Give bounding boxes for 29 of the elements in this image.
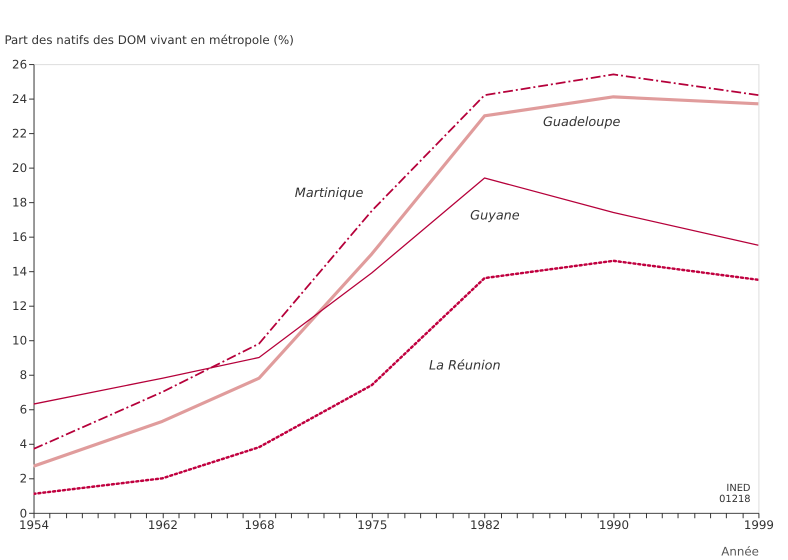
y-axis-title: Part des natifs des DOM vivant en métropole (%) (4, 32, 294, 47)
series-label: Guadeloupe (542, 114, 621, 130)
x-tick-label: 1968 (244, 518, 275, 532)
y-tick-label: 18 (12, 196, 28, 210)
y-tick-label: 6 (20, 402, 28, 417)
y-tick-label: 10 (12, 334, 28, 348)
y-tick-label: 22 (12, 126, 28, 141)
x-tick-label: 1982 (470, 518, 500, 532)
series-label: La Réunion (429, 358, 501, 374)
series-label: Martinique (294, 186, 364, 202)
x-axis-title: Année (721, 544, 759, 559)
y-tick-label: 20 (12, 161, 28, 176)
y-tick-label: 16 (12, 230, 28, 244)
series-label: Guyane (470, 208, 520, 224)
x-tick-label: 1999 (744, 518, 774, 532)
y-tick-label: 12 (12, 299, 28, 314)
annotation: INED 01218 (719, 483, 751, 505)
y-tick-label: 8 (20, 368, 28, 382)
y-tick-label: 0 (20, 506, 28, 520)
y-tick-label: 4 (20, 437, 28, 452)
y-tick-label: 26 (12, 58, 28, 72)
y-tick-label: 14 (12, 264, 28, 279)
y-tick-label: 2 (20, 472, 28, 486)
x-tick-label: 1962 (148, 518, 178, 532)
line-series (34, 260, 758, 496)
x-tick-label: 1990 (598, 518, 629, 532)
y-tick-label: 24 (12, 92, 28, 106)
x-tick-label: 1975 (357, 518, 388, 532)
x-tick-label: 1954 (18, 518, 50, 532)
